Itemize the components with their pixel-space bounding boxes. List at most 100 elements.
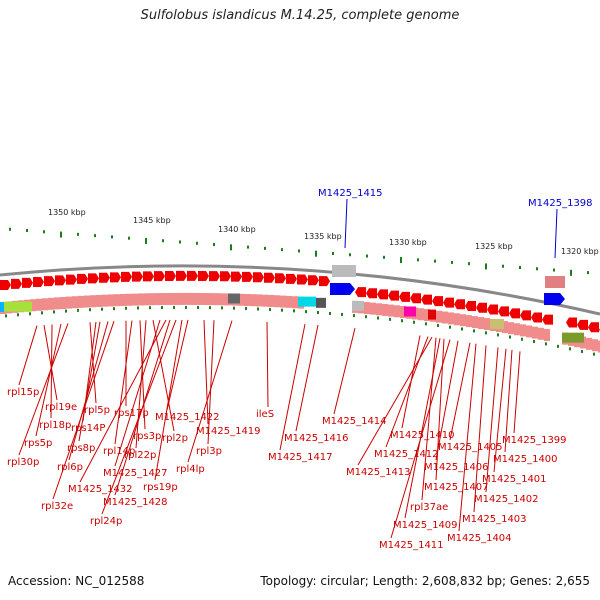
gene-arrow — [275, 273, 286, 284]
scale-label: 1345 kbp — [133, 216, 171, 225]
gene-bar — [292, 296, 298, 309]
gene-label: M1425_1409 — [393, 520, 458, 531]
gene-bar — [538, 327, 544, 340]
gene-bar — [526, 325, 532, 338]
gene-bar — [120, 293, 126, 306]
gene-label: rpl3p — [196, 446, 222, 457]
gene-arrow — [253, 272, 264, 283]
summary-line: Topology: circular; Length: 2,608,832 bp… — [260, 574, 590, 588]
gene-bar — [202, 293, 208, 306]
gene-arrow — [432, 296, 443, 307]
gene-bar — [478, 317, 484, 330]
gene-bar — [144, 293, 150, 306]
label-leader — [207, 320, 215, 445]
accession-line: Accession: NC_012588 — [8, 574, 145, 588]
gene-label: rps8p — [67, 443, 95, 454]
gene-bar — [160, 293, 166, 306]
gene-bar — [424, 309, 430, 322]
gene-label: rpl24p — [90, 516, 122, 527]
label-leader — [435, 340, 459, 461]
gene-label-blue: M1425_1398 — [528, 198, 593, 209]
gene-arrow — [143, 271, 154, 282]
scale-label: 1320 kbp — [561, 247, 599, 256]
gene-bar — [220, 293, 226, 306]
gene-arrow — [66, 274, 77, 285]
gene-bar — [274, 295, 280, 308]
gene-bar — [78, 295, 84, 308]
gene-bar — [586, 337, 592, 350]
gene-label: M1425_1405 — [438, 442, 503, 453]
gene-arrow — [242, 271, 253, 282]
gene-label: M1425_1432 — [68, 484, 133, 495]
gene-bar — [268, 294, 274, 307]
gene-bar — [280, 295, 286, 308]
gene-bar — [126, 293, 132, 306]
gene-arrow — [487, 304, 498, 315]
label-leader — [504, 349, 513, 453]
gene-bar — [172, 292, 178, 305]
gene-bar — [460, 314, 466, 327]
label-leader — [18, 325, 38, 386]
label-leader — [139, 320, 146, 430]
label-leader — [266, 321, 269, 408]
gene-label: rpl32e — [41, 501, 73, 512]
gene-bar — [48, 297, 54, 310]
gene-label: M1425_1404 — [447, 533, 512, 544]
gene-label: M1425_1401 — [482, 474, 547, 485]
label-leader — [390, 339, 451, 539]
gene-label: M1425_1411 — [379, 540, 444, 551]
gene-label: rpl4lp — [176, 464, 205, 475]
gene-bar — [244, 293, 250, 306]
gene-bar-accent — [490, 319, 504, 330]
gene-bar — [502, 321, 508, 334]
gene-label: M1425_1399 — [502, 435, 567, 446]
gene-bar — [72, 296, 78, 309]
label-leader — [295, 324, 319, 432]
gene-bar — [448, 312, 454, 325]
gene-bar — [138, 293, 144, 306]
label-leader — [187, 320, 233, 463]
gene-arrow — [465, 300, 476, 311]
genome-backbone — [0, 264, 600, 316]
gene-label: M1425_1407 — [424, 482, 489, 493]
label-leader — [79, 319, 167, 483]
gene-bar — [108, 294, 114, 307]
gene-label: rps5p — [24, 438, 52, 449]
gene-label: M1425_1403 — [462, 514, 527, 525]
label-leader — [50, 324, 53, 419]
gene-bar — [114, 294, 120, 307]
gene-bar — [42, 298, 48, 311]
scale-labels: 1350 kbp 1345 kbp 1340 kbp 1335 kbp 1330 kbp… — [48, 208, 599, 256]
gene-bar — [132, 293, 138, 306]
label-leader — [344, 198, 348, 249]
gene-arrow — [77, 273, 88, 284]
label-leader — [385, 336, 429, 448]
label-leader — [333, 328, 356, 415]
label-leader — [473, 345, 487, 513]
gene-bar — [196, 292, 202, 305]
gene-arrow — [377, 289, 388, 300]
gene-arrow — [577, 319, 588, 330]
gene-bar — [520, 324, 526, 337]
gene-arrow — [44, 276, 55, 287]
genome-title: Sulfolobus islandicus M.14.25, complete … — [140, 8, 460, 23]
gene-bar — [484, 318, 490, 331]
gene-bar — [238, 293, 244, 306]
label-leader — [114, 320, 133, 445]
gene-label: M1425_1417 — [268, 452, 333, 463]
gene-label: ileS — [256, 409, 274, 420]
scale-label: 1330 kbp — [389, 238, 427, 247]
gene-label: M1425_1414 — [322, 416, 387, 427]
gene-bar — [598, 340, 600, 353]
gene-label: rpl2p — [162, 433, 188, 444]
gene-bar — [262, 294, 268, 307]
gene-arrow — [421, 294, 432, 305]
gene-bar — [36, 298, 42, 311]
gene-arrow — [99, 272, 110, 283]
gene-arrow — [176, 270, 187, 281]
label-leader — [154, 319, 183, 481]
label-leader — [18, 323, 69, 456]
label-leader — [43, 325, 58, 401]
gene-arrow — [355, 287, 366, 298]
